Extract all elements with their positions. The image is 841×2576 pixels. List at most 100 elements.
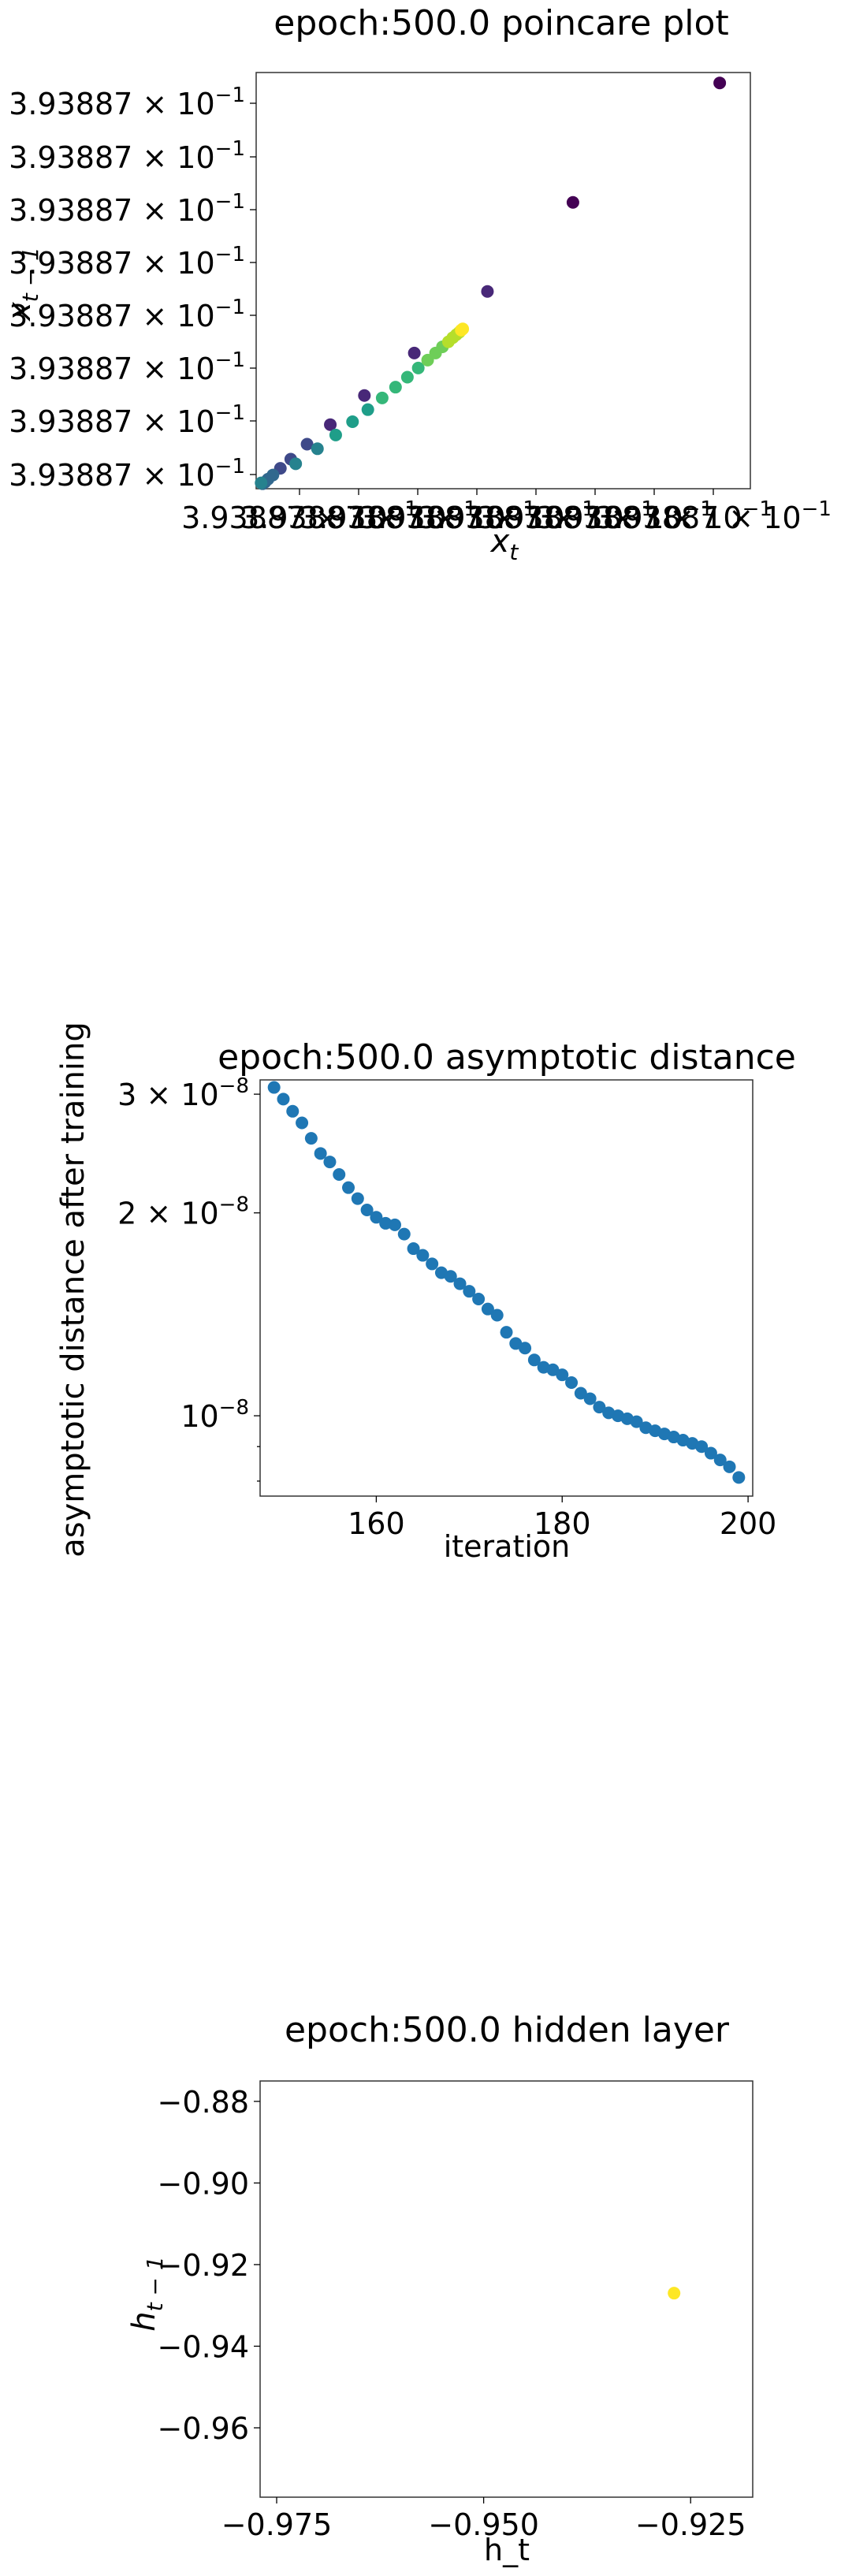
- data-point: [456, 322, 470, 336]
- chart-title: epoch:500.0 asymptotic distance: [218, 1037, 796, 1078]
- data-point: [333, 1168, 346, 1182]
- data-point: [296, 1116, 309, 1130]
- data-point: [360, 1203, 374, 1216]
- plot-frame: [259, 2080, 754, 2498]
- data-point: [314, 1147, 327, 1160]
- y-tick-label: 3.93887 × 10−1: [9, 455, 245, 493]
- y-tick-label: 3.93887 × 10−1: [9, 84, 245, 121]
- data-point: [426, 1257, 439, 1271]
- x-tick-label: 3.93887 × 10−1: [300, 497, 536, 535]
- y-tick-label: 2 × 10−8: [117, 1193, 249, 1231]
- x-tick-label: 3.93887 × 10−1: [536, 497, 772, 535]
- data-point: [593, 1401, 606, 1414]
- data-point: [351, 1192, 364, 1205]
- data-point: [527, 1353, 541, 1367]
- data-point: [444, 1270, 457, 1283]
- data-point: [630, 1415, 643, 1428]
- x-tick-label: −0.950: [428, 2507, 539, 2542]
- y-axis-label: asymptotic distance after training: [55, 1022, 91, 1558]
- poincare-plot-chart: epoch:500.0 poincare plot 3.93887 × 10−1…: [2, 3, 832, 565]
- data-point: [311, 442, 324, 456]
- plot-frame: [259, 1079, 754, 1497]
- data-point: [324, 418, 337, 431]
- data-point: [556, 1368, 569, 1382]
- data-point: [407, 346, 421, 359]
- data-point: [481, 285, 494, 298]
- data-point: [416, 1249, 430, 1262]
- y-tick-label: 3.93887 × 10−1: [9, 243, 245, 281]
- data-point: [389, 381, 402, 394]
- data-point: [361, 403, 374, 416]
- data-point: [400, 370, 414, 384]
- data-point: [490, 1308, 504, 1322]
- x-tick-label: 3.93887 × 10−1: [418, 497, 654, 535]
- data-point: [546, 1363, 560, 1376]
- y-tick-label: −0.94: [158, 2329, 249, 2364]
- data-point: [255, 476, 268, 490]
- data-point: [397, 1227, 411, 1241]
- data-point: [375, 391, 389, 404]
- chart-title: epoch:500.0 poincare plot: [274, 3, 728, 43]
- data-point: [732, 1471, 746, 1484]
- x-tick-label: 200: [720, 1506, 777, 1541]
- data-point: [713, 76, 727, 90]
- data-point: [289, 457, 303, 471]
- x-axis-label: xt: [489, 523, 519, 565]
- data-point: [704, 1446, 717, 1460]
- data-point: [713, 1454, 727, 1467]
- x-tick-label: 3.93887 × 10−1: [240, 497, 477, 535]
- data-point: [583, 1392, 597, 1405]
- x-tick-label: 3.93887 × 10−1: [595, 497, 832, 535]
- y-tick-label: −0.92: [158, 2248, 249, 2283]
- data-point: [481, 1302, 494, 1316]
- data-point: [463, 1285, 476, 1298]
- x-tick-label: −0.925: [635, 2507, 746, 2542]
- y-tick-label: −0.96: [158, 2411, 249, 2446]
- data-point: [286, 1104, 300, 1118]
- x-axis-label: h_t: [484, 2533, 530, 2567]
- data-point: [342, 1181, 355, 1194]
- data-point: [695, 1440, 709, 1454]
- plot-frame: [255, 72, 751, 490]
- x-axis-label: iteration: [444, 1529, 571, 1564]
- data-point: [411, 361, 425, 374]
- x-tick-label: −0.975: [221, 2507, 333, 2542]
- data-point: [304, 1132, 318, 1145]
- data-point: [723, 1460, 736, 1473]
- data-point: [346, 415, 359, 428]
- x-tick-label: 160: [348, 1506, 405, 1541]
- y-tick-label: −0.88: [158, 2085, 249, 2120]
- data-point: [519, 1342, 532, 1355]
- y-tick-label: 3.93887 × 10−1: [9, 401, 245, 439]
- data-point: [370, 1211, 383, 1224]
- y-tick-label: 3.93887 × 10−1: [9, 296, 245, 333]
- y-tick-label: 3.93887 × 10−1: [9, 137, 245, 175]
- x-tick-label: 3.93887 × 10−1: [359, 497, 595, 535]
- data-point: [379, 1216, 393, 1230]
- y-tick-label: 3 × 10−8: [117, 1074, 249, 1112]
- y-tick-label: 3.93887 × 10−1: [9, 348, 245, 386]
- data-point: [566, 195, 579, 209]
- y-axis-label: xt − 1: [2, 247, 43, 322]
- data-point: [668, 2287, 681, 2300]
- data-point: [300, 437, 314, 451]
- data-point: [509, 1337, 523, 1350]
- data-point: [472, 1293, 486, 1306]
- data-point: [323, 1156, 337, 1169]
- data-point: [267, 1081, 281, 1094]
- asymptotic-distance-chart: epoch:500.0 asymptotic distance 160 180 20…: [55, 1022, 796, 1564]
- data-point: [500, 1326, 513, 1339]
- data-point: [277, 1093, 290, 1106]
- data-point: [329, 428, 342, 441]
- x-tick-label: 3.93887 × 10−1: [181, 497, 418, 535]
- hidden-layer-chart: epoch:500.0 hidden layer −0.975 −0.950 −0.…: [126, 2010, 754, 2567]
- y-tick-label: −0.90: [158, 2166, 249, 2201]
- data-point: [565, 1376, 579, 1390]
- y-tick-label: 10−8: [180, 1396, 249, 1434]
- chart-title: epoch:500.0 hidden layer: [285, 2010, 730, 2050]
- data-point: [388, 1218, 401, 1231]
- x-tick-label: 180: [534, 1506, 591, 1541]
- data-point: [358, 389, 371, 402]
- data-point: [407, 1242, 420, 1256]
